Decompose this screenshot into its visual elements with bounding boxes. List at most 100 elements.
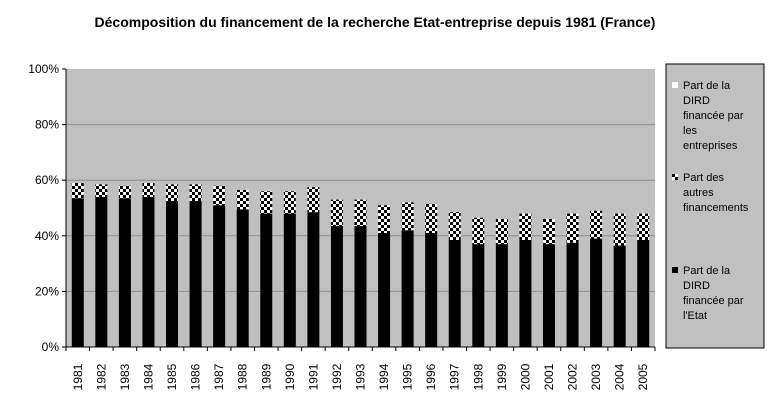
- axes: 0% 20% 40% 60% 80% 100% 1981 1982 1983 1984 1985 19…: [28, 62, 656, 390]
- x-tick-label: 1998: [471, 363, 485, 390]
- bar-autres-1994: [378, 205, 391, 234]
- legend-etat-label: financée par: [683, 295, 744, 307]
- bar-etat-1981: [71, 198, 84, 347]
- bar-autres-1996: [425, 203, 438, 234]
- bar-etat-1984: [142, 196, 155, 347]
- bar-etat-2005: [637, 239, 650, 347]
- x-tick-label: 1997: [448, 363, 462, 390]
- bar-autres-1998: [472, 217, 485, 245]
- legend-autres-swatch: [672, 174, 678, 180]
- bar-autres-1981: [71, 182, 84, 199]
- x-tick-label: 1996: [424, 363, 438, 390]
- x-tick-label: 1981: [71, 363, 85, 390]
- bar-autres-2000: [519, 213, 532, 240]
- bar-autres-2004: [613, 213, 626, 246]
- x-tick-label: 1993: [354, 363, 368, 390]
- x-tick-label: 1994: [377, 363, 391, 390]
- bar-autres-1985: [166, 184, 179, 202]
- bar-autres-1995: [401, 202, 414, 231]
- x-tick-label: 1987: [212, 363, 226, 390]
- legend-autres-label: financements: [683, 202, 749, 214]
- bar-autres-1986: [189, 184, 202, 202]
- bar-etat-1995: [401, 230, 414, 347]
- chart-title: Décomposition du financement de la reche…: [94, 14, 656, 30]
- legend-autres-label: autres: [683, 187, 714, 199]
- bar-etat-1999: [495, 244, 508, 347]
- x-tick-label: 2002: [566, 363, 580, 390]
- bar-autres-1987: [213, 185, 226, 206]
- y-tick-label: 60%: [35, 173, 59, 187]
- y-tick-label: 20%: [35, 284, 59, 298]
- x-tick-label: 1984: [141, 363, 155, 390]
- legend-autres-label: Part des: [683, 172, 724, 184]
- bar-etat-1986: [189, 201, 202, 347]
- bar-autres-1992: [330, 199, 343, 227]
- bar-etat-1985: [166, 201, 179, 347]
- bar-autres-1991: [307, 187, 320, 213]
- bar-autres-1997: [448, 212, 461, 240]
- bar-autres-2001: [542, 219, 555, 245]
- legend-entreprises-label: entreprises: [683, 140, 738, 152]
- bar-etat-1988: [236, 209, 249, 347]
- bar-etat-1990: [283, 213, 296, 347]
- legend-entreprises-label: les: [683, 125, 698, 137]
- bar-etat-2002: [566, 242, 579, 347]
- bar-etat-1994: [378, 233, 391, 347]
- bar-autres-1989: [260, 191, 273, 214]
- bar-etat-1993: [354, 226, 367, 347]
- x-tick-label: 1992: [330, 363, 344, 390]
- legend-entreprises-label: DIRD: [683, 95, 710, 107]
- bar-etat-1992: [330, 226, 343, 347]
- x-tick-label: 1990: [283, 363, 297, 390]
- bar-autres-1983: [118, 185, 131, 199]
- bar-etat-1996: [425, 233, 438, 347]
- bar-etat-1997: [448, 239, 461, 347]
- y-tick-label: 40%: [35, 229, 59, 243]
- bar-etat-1989: [260, 213, 273, 347]
- x-tick-label: 2000: [518, 363, 532, 390]
- x-tick-label: 1989: [259, 363, 273, 390]
- legend-etat-label: DIRD: [683, 280, 710, 292]
- x-tick-label: 1983: [118, 363, 132, 390]
- bar-autres-1982: [95, 184, 108, 197]
- x-tick-label: 1986: [189, 363, 203, 390]
- bar-etat-2003: [590, 238, 603, 347]
- plot-area: [66, 69, 655, 347]
- legend-etat-swatch: [672, 267, 678, 273]
- y-tick-label: 100%: [28, 62, 59, 76]
- bar-etat-1982: [95, 196, 108, 347]
- bar-etat-2004: [613, 245, 626, 347]
- bar-autres-1984: [142, 182, 155, 197]
- legend: Part de la DIRD financée par les entreprises…: [665, 63, 765, 349]
- bar-autres-2003: [590, 210, 603, 239]
- bar-etat-1991: [307, 212, 320, 347]
- bar-autres-2002: [566, 213, 579, 243]
- x-tick-label: 2005: [636, 363, 650, 390]
- legend-entreprises-swatch: [672, 82, 678, 88]
- bar-etat-1983: [118, 198, 131, 347]
- bar-autres-1999: [495, 219, 508, 245]
- bar-autres-2005: [637, 213, 650, 240]
- x-tick-label: 1988: [236, 363, 250, 390]
- x-tick-label: 2001: [542, 363, 556, 390]
- legend-entreprises-label: Part de la: [683, 80, 731, 92]
- x-tick-label: 1991: [306, 363, 320, 390]
- bar-autres-1988: [236, 189, 249, 210]
- x-tick-label: 1995: [401, 363, 415, 390]
- y-tick-label: 80%: [35, 118, 59, 132]
- bar-etat-1987: [213, 205, 226, 347]
- bar-etat-2000: [519, 239, 532, 347]
- legend-etat-label: Part de la: [683, 265, 731, 277]
- legend-etat-label: l'Etat: [683, 310, 707, 322]
- bar-etat-2001: [542, 244, 555, 347]
- x-tick-label: 1999: [495, 363, 509, 390]
- x-tick-label: 1982: [94, 363, 108, 390]
- y-tick-label: 0%: [42, 340, 60, 354]
- legend-entreprises-label: financée par: [683, 110, 744, 122]
- bar-autres-1990: [283, 191, 296, 214]
- x-tick-label: 1985: [165, 363, 179, 390]
- x-tick-label: 2003: [589, 363, 603, 390]
- legend-box: [665, 63, 765, 349]
- bar-autres-1993: [354, 199, 367, 227]
